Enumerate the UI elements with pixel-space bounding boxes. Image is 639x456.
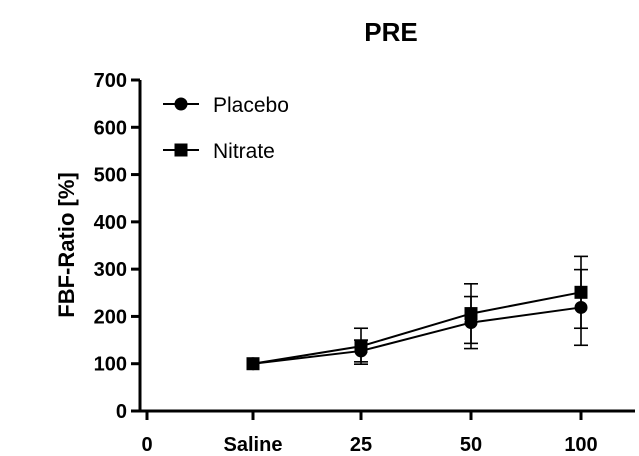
- y-tick-label: 200: [94, 306, 127, 328]
- series-layer: [246, 255, 588, 371]
- legend-label: Nitrate: [213, 140, 275, 163]
- y-tick-label: 0: [116, 401, 127, 423]
- x-tick-label: 50: [460, 434, 482, 456]
- y-tick-label: 100: [94, 354, 127, 376]
- y-tick-label: 600: [94, 117, 127, 139]
- y-tick-label: 300: [94, 259, 127, 281]
- series-line: [252, 306, 582, 365]
- x-tick-label: Saline: [224, 434, 283, 456]
- x-tick-label: 100: [564, 434, 597, 456]
- x-ticks: 0 Saline 25 50 100: [141, 411, 598, 456]
- legend-marker-square: [174, 143, 188, 157]
- data-point-square: [354, 339, 368, 353]
- legend-marker-circle: [174, 97, 188, 111]
- data-point-square: [574, 285, 588, 299]
- data-point-square: [464, 307, 478, 321]
- series-line: [252, 291, 582, 365]
- y-axis-label: FBF-Ratio [%]: [54, 172, 79, 317]
- legend-label: Placebo: [213, 94, 289, 117]
- y-tick-label: 700: [94, 70, 127, 92]
- legend: Placebo Nitrate: [163, 94, 289, 163]
- x-tick-label: 0: [141, 434, 152, 456]
- chart-title: PRE: [364, 17, 417, 47]
- y-tick-label: 500: [94, 165, 127, 187]
- y-ticks: 0 100 200 300 400 500 600 700: [94, 70, 140, 423]
- x-tick-label: 25: [350, 434, 372, 456]
- y-tick-label: 400: [94, 212, 127, 234]
- data-point-square: [246, 357, 260, 371]
